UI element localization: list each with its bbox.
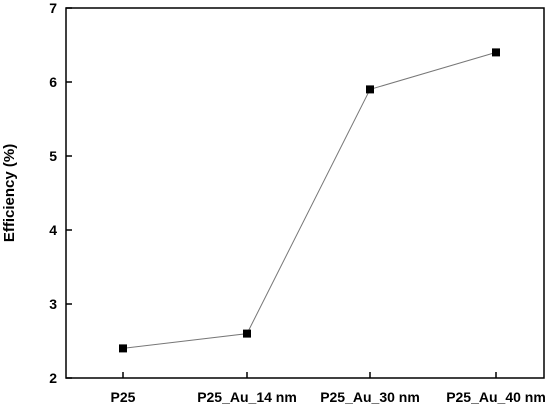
- data-point-marker: [243, 329, 251, 338]
- y-tick-label: 3: [49, 296, 57, 312]
- y-tick-label: 4: [49, 222, 57, 238]
- x-axis: P25 P25_Au_14 nm P25_Au_30 nm P25_Au_40 nm: [111, 372, 546, 405]
- y-tick-label: 2: [49, 370, 57, 386]
- data-point-marker: [366, 85, 374, 94]
- y-tick-label: 5: [49, 148, 57, 164]
- y-axis: 2 3 4 5 6 7: [49, 0, 72, 386]
- series-line: [122, 51, 497, 349]
- data-point-marker: [492, 48, 500, 57]
- x-tick-label: P25: [111, 389, 136, 405]
- x-tick-label: P25_Au_30 nm: [320, 389, 420, 405]
- y-tick-label: 7: [49, 0, 57, 16]
- y-axis-title: Efficiency (%): [1, 144, 18, 242]
- y-tick-label: 6: [49, 74, 57, 90]
- x-tick-label: P25_Au_40 nm: [446, 389, 546, 405]
- plot-area-frame: [65, 7, 545, 379]
- data-point-marker: [119, 344, 127, 353]
- x-tick-label: P25_Au_14 nm: [197, 389, 297, 405]
- series-layer: [119, 48, 500, 353]
